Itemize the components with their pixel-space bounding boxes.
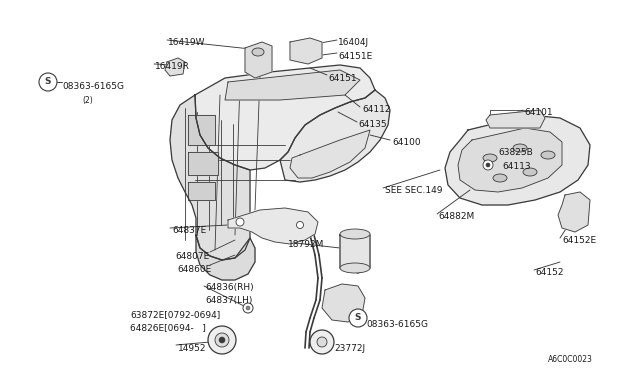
- Circle shape: [296, 221, 303, 228]
- Circle shape: [310, 330, 334, 354]
- Polygon shape: [245, 42, 272, 78]
- Ellipse shape: [513, 144, 527, 152]
- Circle shape: [219, 337, 225, 343]
- Text: 64113: 64113: [502, 162, 531, 171]
- Circle shape: [483, 160, 493, 170]
- Polygon shape: [486, 110, 545, 128]
- Polygon shape: [280, 90, 390, 182]
- Text: 23772J: 23772J: [334, 344, 365, 353]
- Ellipse shape: [483, 154, 497, 162]
- Circle shape: [236, 218, 244, 226]
- Text: 64807E: 64807E: [175, 252, 209, 261]
- Text: 64151: 64151: [328, 74, 356, 83]
- Text: 64152: 64152: [535, 268, 563, 277]
- Polygon shape: [225, 70, 360, 100]
- Text: SEE SEC.149: SEE SEC.149: [385, 186, 442, 195]
- Polygon shape: [340, 230, 370, 273]
- Polygon shape: [322, 284, 365, 322]
- Text: 18792M: 18792M: [288, 240, 324, 249]
- Text: 08363-6165G: 08363-6165G: [62, 82, 124, 91]
- Ellipse shape: [340, 263, 370, 273]
- Text: 16419R: 16419R: [155, 62, 190, 71]
- Text: 64837(LH): 64837(LH): [205, 296, 252, 305]
- Text: (2): (2): [82, 96, 93, 105]
- Text: 64152E: 64152E: [562, 236, 596, 245]
- Text: 64837E: 64837E: [172, 226, 206, 235]
- Text: 14952: 14952: [178, 344, 207, 353]
- Ellipse shape: [541, 151, 555, 159]
- Text: A6C0C0023: A6C0C0023: [548, 355, 593, 364]
- Text: S: S: [45, 77, 51, 87]
- Polygon shape: [458, 128, 562, 192]
- Text: 64112: 64112: [362, 105, 390, 114]
- Ellipse shape: [493, 174, 507, 182]
- Text: S: S: [355, 314, 361, 323]
- Circle shape: [349, 309, 367, 327]
- Circle shape: [486, 163, 490, 167]
- Circle shape: [215, 333, 229, 347]
- Polygon shape: [290, 130, 370, 178]
- Polygon shape: [188, 115, 215, 145]
- Text: 64135: 64135: [358, 120, 387, 129]
- Text: 64100: 64100: [392, 138, 420, 147]
- Polygon shape: [188, 182, 215, 200]
- Text: 63872E[0792-0694]: 63872E[0792-0694]: [130, 310, 220, 319]
- Ellipse shape: [252, 48, 264, 56]
- Text: 64836(RH): 64836(RH): [205, 283, 253, 292]
- Circle shape: [246, 306, 250, 310]
- Text: 16404J: 16404J: [338, 38, 369, 47]
- Text: 63825B: 63825B: [498, 148, 532, 157]
- Ellipse shape: [340, 229, 370, 239]
- Polygon shape: [195, 65, 375, 170]
- Polygon shape: [170, 95, 250, 260]
- Circle shape: [243, 303, 253, 313]
- Text: 64826E[0694-   ]: 64826E[0694- ]: [130, 323, 206, 332]
- Circle shape: [39, 73, 57, 91]
- Ellipse shape: [523, 168, 537, 176]
- Circle shape: [317, 337, 327, 347]
- Polygon shape: [228, 208, 318, 244]
- Polygon shape: [196, 235, 255, 280]
- Text: 16419W: 16419W: [168, 38, 205, 47]
- Circle shape: [208, 326, 236, 354]
- Polygon shape: [558, 192, 590, 232]
- Polygon shape: [290, 38, 322, 64]
- Text: 64101: 64101: [524, 108, 552, 117]
- Polygon shape: [165, 58, 185, 76]
- Text: 08363-6165G: 08363-6165G: [366, 320, 428, 329]
- Polygon shape: [445, 115, 590, 205]
- Text: 64882M: 64882M: [438, 212, 474, 221]
- Polygon shape: [188, 152, 218, 175]
- Text: 64151E: 64151E: [338, 52, 372, 61]
- Text: 64860E: 64860E: [177, 265, 211, 274]
